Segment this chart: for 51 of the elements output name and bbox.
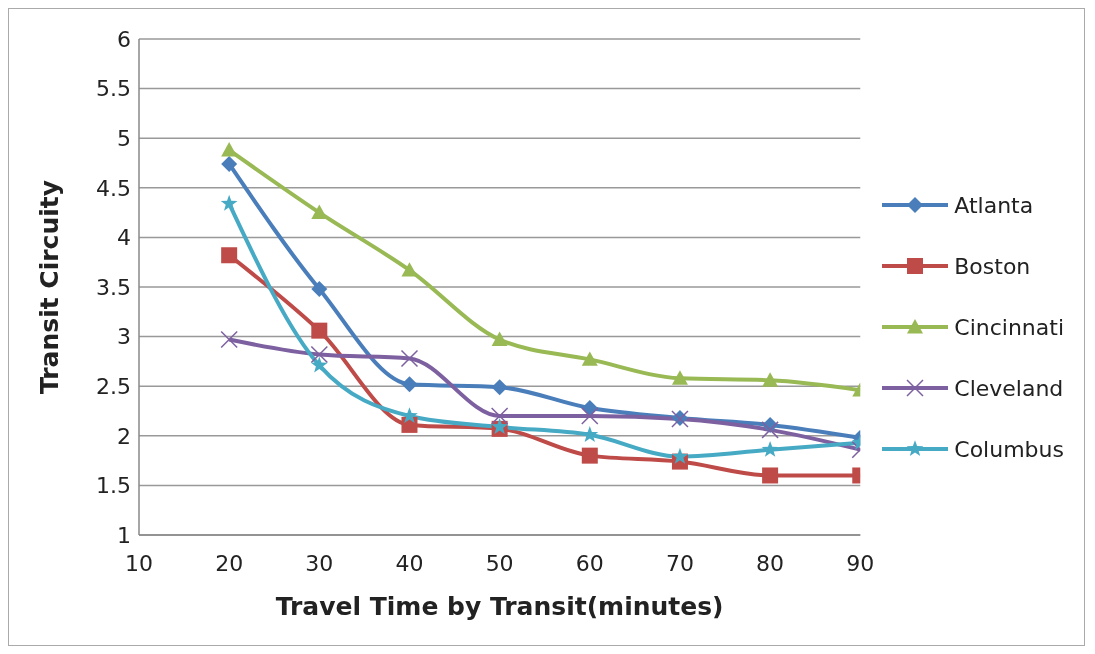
x-tick-label: 80 [756, 550, 785, 576]
point [581, 407, 599, 425]
point [762, 372, 779, 387]
point [491, 379, 508, 396]
point [761, 440, 779, 457]
point [401, 376, 418, 393]
point [221, 155, 238, 172]
y-tick-label: 5 [117, 126, 131, 152]
point [581, 447, 598, 464]
x-tick-label: 70 [665, 550, 694, 576]
x-tick-label: 20 [215, 550, 244, 576]
x-tick-label: 40 [395, 550, 424, 576]
x-tick-label: 60 [575, 550, 604, 576]
legend-label: Columbus [954, 436, 1064, 462]
x-tick-label: 50 [485, 550, 514, 576]
y-tick-label: 2.5 [96, 374, 131, 400]
point [220, 194, 238, 211]
x-tick-label: 90 [846, 550, 875, 576]
y-tick-label: 3.5 [96, 274, 131, 300]
y-axis-title: Transit Circuity [34, 179, 64, 395]
point [400, 349, 419, 368]
y-tick-label: 5.5 [96, 76, 131, 102]
x-tick-label: 30 [305, 550, 334, 576]
point [761, 421, 779, 439]
legend-label: Cincinnati [954, 314, 1064, 340]
point [311, 322, 328, 339]
point [311, 280, 328, 297]
legend-label: Boston [954, 253, 1031, 279]
y-tick-label: 6 [117, 26, 131, 52]
point [671, 447, 689, 464]
point [221, 142, 238, 157]
point [310, 356, 328, 373]
y-tick-label: 2 [117, 423, 131, 449]
point [221, 247, 238, 264]
legend-label: Atlanta [954, 192, 1034, 218]
point [762, 467, 779, 484]
x-tick-label: 10 [125, 550, 153, 576]
x-axis-title: Travel Time by Transit(minutes) [275, 592, 724, 621]
y-tick-label: 3 [117, 324, 131, 350]
y-tick-label: 4 [117, 225, 131, 251]
point [220, 330, 238, 349]
y-tick-label: 1 [117, 522, 131, 548]
point [310, 345, 329, 364]
point [491, 331, 508, 346]
legend-label: Cleveland [954, 375, 1064, 401]
y-tick-label: 4.5 [96, 175, 131, 201]
point [311, 204, 328, 219]
y-tick-label: 1.5 [96, 473, 131, 499]
point [490, 407, 509, 425]
point [581, 351, 598, 366]
point [671, 370, 688, 385]
